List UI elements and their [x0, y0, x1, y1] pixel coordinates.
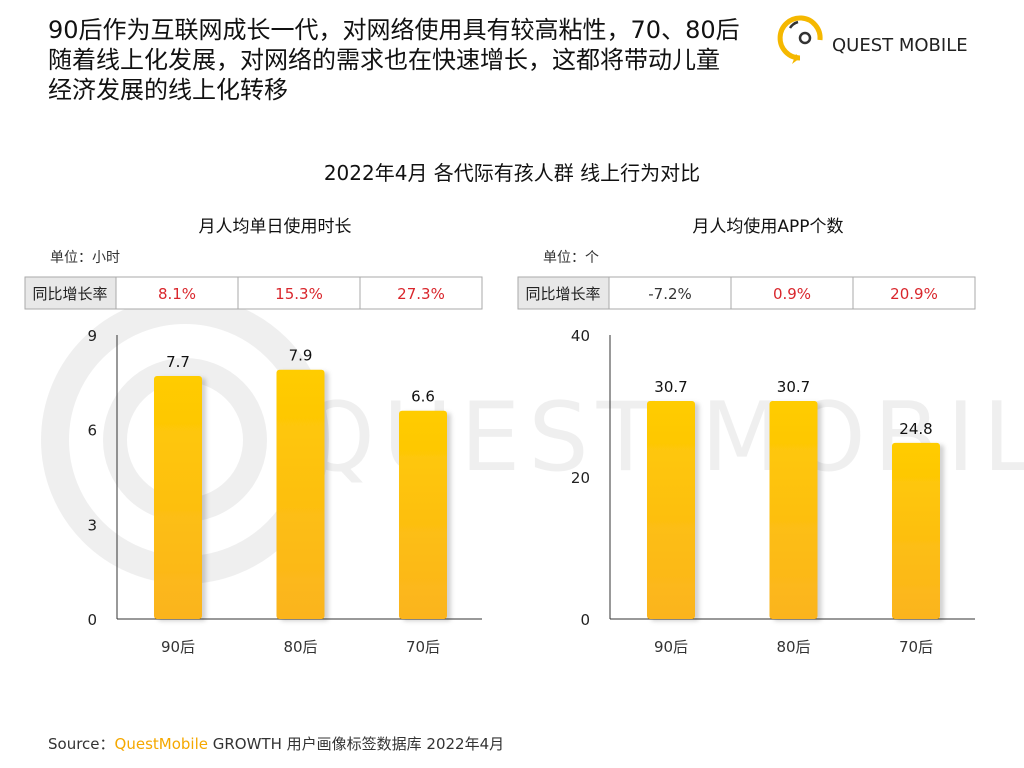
- growth-value: 15.3%: [275, 285, 323, 303]
- bar-80后: [769, 401, 818, 619]
- headline-line-3: 经济发展的线上化转移: [48, 76, 288, 104]
- main-title: 2022年4月 各代际有孩人群 线上行为对比: [324, 161, 700, 185]
- bar-90后: [154, 376, 202, 619]
- y-tick-label: 0: [580, 611, 590, 629]
- growth-cell: [852, 276, 976, 310]
- unit-label: 单位：小时: [50, 250, 120, 266]
- y-tick-label: 3: [87, 516, 97, 534]
- y-tick-label: 40: [571, 327, 590, 345]
- chart-title: 月人均使用APP个数: [692, 216, 843, 237]
- x-tick-label: 80后: [283, 638, 317, 656]
- x-tick-label: 80后: [776, 638, 810, 656]
- logo-icon: [777, 15, 823, 64]
- unit-label: 单位：个: [543, 250, 599, 266]
- headline: 90后作为互联网成长一代，对网络使用具有较高粘性，70、80后 随着线上化发展，…: [48, 16, 740, 104]
- y-tick-label: 20: [571, 469, 590, 487]
- logo: QUEST MOBILE: [777, 15, 968, 64]
- source-rest: GROWTH 用户画像标签数据库 2022年4月: [208, 735, 504, 753]
- y-tick-label: 9: [87, 327, 97, 345]
- growth-value: 8.1%: [158, 285, 196, 303]
- x-tick-label: 70后: [406, 638, 440, 656]
- growth-table: 同比增长率 8.1% 15.3% 27.3%: [24, 276, 483, 310]
- growth-value: -7.2%: [648, 285, 692, 303]
- data-label: 30.7: [654, 378, 687, 396]
- data-label: 24.8: [899, 420, 932, 438]
- source-prefix: Source：: [48, 735, 115, 753]
- bar-90后: [647, 401, 695, 619]
- growth-cell: [115, 276, 239, 310]
- x-tick-label: 90后: [654, 638, 688, 656]
- x-tick-label: 70后: [899, 638, 933, 656]
- growth-cell: [359, 276, 483, 310]
- growth-value: 0.9%: [773, 285, 811, 303]
- source-brand: QuestMobile: [115, 735, 208, 753]
- bar-70后: [399, 410, 447, 619]
- growth-label: 同比增长率: [525, 285, 600, 303]
- growth-value: 27.3%: [397, 285, 445, 303]
- data-label: 7.9: [289, 347, 313, 365]
- source-note: Source：QuestMobile GROWTH 用户画像标签数据库 2022…: [48, 735, 504, 753]
- logo-text: QUEST MOBILE: [832, 35, 968, 56]
- headline-line-1: 90后作为互联网成长一代，对网络使用具有较高粘性，70、80后: [48, 16, 740, 44]
- headline-line-2: 随着线上化发展，对网络的需求也在快速增长，这都将带动儿童: [48, 46, 720, 74]
- chart-title: 月人均单日使用时长: [199, 216, 352, 237]
- bar-70后: [892, 442, 940, 619]
- data-label: 30.7: [777, 378, 810, 396]
- bar-80后: [276, 369, 325, 619]
- x-tick-label: 90后: [161, 638, 195, 656]
- y-tick-label: 0: [87, 611, 97, 629]
- growth-table: 同比增长率 -7.2% 0.9% 20.9%: [517, 276, 976, 310]
- data-label: 6.6: [411, 388, 435, 406]
- data-label: 7.7: [166, 353, 190, 371]
- growth-value: 20.9%: [890, 285, 938, 303]
- growth-label: 同比增长率: [32, 285, 107, 303]
- y-tick-label: 6: [87, 422, 97, 440]
